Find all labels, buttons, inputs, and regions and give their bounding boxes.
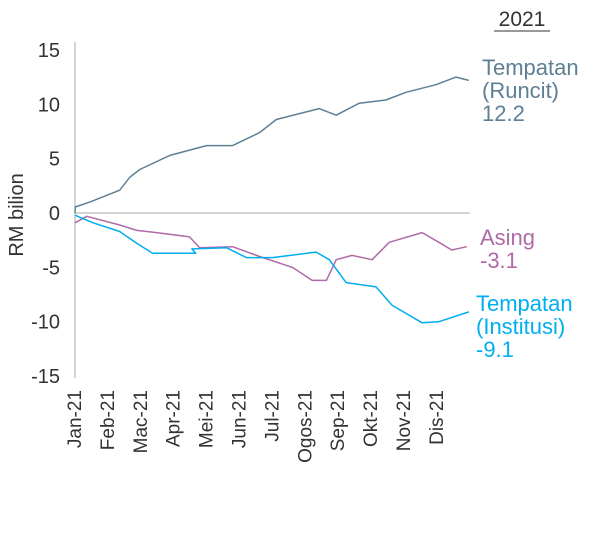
x-tick-label: Feb-21	[98, 390, 119, 450]
y-tick-label: -15	[31, 366, 60, 388]
x-tick-label: Jan-21	[65, 390, 86, 448]
x-tick-label: Ogos-21	[295, 390, 316, 463]
y-tick-label: 5	[49, 149, 60, 171]
x-tick-label: Apr-21	[164, 390, 185, 447]
series-label: (Runcit)	[482, 78, 559, 103]
x-tick-label: Dis-21	[427, 390, 448, 445]
series-label: Asing	[480, 225, 535, 250]
y-axis-label: RM bilion	[6, 173, 28, 256]
series-label: -9.1	[476, 337, 514, 362]
chart-title: 2021	[499, 8, 546, 31]
x-tick-label: Okt-21	[361, 390, 382, 447]
y-tick-label: -10	[31, 312, 60, 334]
x-tick-label: Nov-21	[394, 390, 415, 451]
x-tick-label: Jun-21	[230, 390, 251, 448]
series-label: -3.1	[480, 248, 518, 273]
series-line-asing	[74, 215, 467, 282]
series-label: Tempatan	[482, 55, 579, 80]
x-tick-label: Jul-21	[262, 390, 283, 442]
y-tick-label: -5	[42, 257, 60, 279]
series-line-tempatan-institusi	[74, 214, 470, 324]
y-tick-label: 0	[49, 203, 60, 225]
x-tick-label: Sep-21	[328, 390, 349, 451]
series-line-tempatan-runcit	[74, 76, 469, 214]
x-tick-label: Mei-21	[197, 390, 218, 448]
y-tick-label: 15	[38, 40, 60, 62]
series-label: Tempatan	[476, 291, 573, 316]
series-label: 12.2	[482, 101, 525, 126]
x-tick-label: Mac-21	[131, 390, 152, 453]
y-tick-label: 10	[38, 94, 60, 116]
series-label: (Institusi)	[476, 314, 565, 339]
